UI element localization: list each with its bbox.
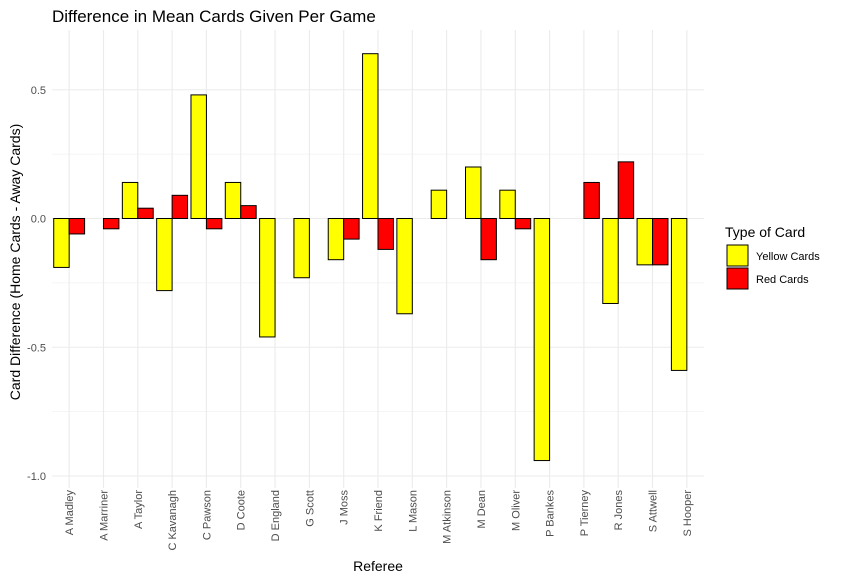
bar-red-cards (171, 194, 189, 220)
x-axis-label: Referee (353, 558, 403, 574)
bar-yellow-cards (499, 189, 516, 219)
bar-red-cards (514, 218, 532, 230)
bar-red-cards (480, 218, 497, 261)
legend-key (726, 267, 749, 290)
bar-yellow-cards (156, 218, 173, 292)
legend-key (726, 244, 749, 267)
y-tick-labels: -1.0 -0.5 0.0 0.5 (27, 85, 46, 483)
x-tick-label: J Moss (339, 490, 351, 525)
x-tick-label: C Kavanagh (167, 490, 179, 551)
bar-yellow-cards (533, 218, 551, 462)
legend-label: Yellow Cards (756, 251, 820, 263)
y-tick-label: 0.5 (31, 85, 46, 97)
bar-red-cards (652, 218, 669, 266)
x-tick-label: M Oliver (510, 490, 522, 531)
x-tick-label: D England (270, 490, 282, 541)
x-tick-label: P Bankes (545, 490, 557, 537)
x-tick-label: S Hooper (682, 490, 694, 537)
bar-yellow-cards (190, 94, 207, 219)
bar-red-cards (343, 218, 360, 240)
bar-yellow-cards (53, 218, 70, 268)
bar-yellow-cards (362, 53, 379, 220)
x-tick-label: K Friend (373, 490, 385, 532)
bar-red-cards (377, 218, 394, 250)
x-tick-label: P Tierney (579, 490, 591, 537)
legend-label: Red Cards (756, 274, 809, 286)
bar-yellow-cards (293, 218, 310, 279)
x-tick-label: D Coote (236, 490, 248, 530)
bar-yellow-cards (465, 166, 482, 219)
bar-yellow-cards (259, 218, 276, 338)
bar-yellow-cards (602, 218, 619, 304)
x-tick-label: C Pawson (201, 490, 213, 540)
x-tick-label: M Dean (476, 490, 488, 529)
legend-title: Type of Card (725, 224, 805, 240)
y-tick-label: -1.0 (27, 471, 46, 483)
bar-yellow-cards (327, 218, 345, 261)
x-tick-labels: A Madley A Marriner A Taylor C Kavanagh C Pa… (64, 490, 694, 551)
chart-title: Difference in Mean Cards Given Per Game (52, 7, 376, 26)
bar-red-cards (205, 218, 223, 230)
bars (53, 53, 688, 462)
y-tick-label: 0.0 (31, 214, 46, 226)
bar-red-cards (137, 207, 154, 219)
legend: Type of Card Yellow Cards Red Cards (725, 224, 820, 290)
x-tick-label: M Atkinson (442, 490, 454, 544)
x-tick-label: A Madley (64, 490, 76, 536)
bar-yellow-cards (121, 181, 139, 219)
bar-yellow-cards (670, 218, 688, 371)
bar-yellow-cards (430, 189, 448, 219)
x-tick-label: R Jones (613, 490, 625, 531)
bar-yellow-cards (396, 218, 413, 315)
bar-red-cards (240, 205, 257, 220)
bar-yellow-cards (636, 218, 654, 266)
x-tick-label: L Mason (407, 490, 419, 532)
y-axis-label: Card Difference (Home Cards - Away Cards… (7, 124, 23, 400)
bar-red-cards (102, 218, 120, 230)
x-tick-label: G Scott (304, 490, 316, 527)
x-tick-label: S Attwell (648, 490, 660, 532)
bar-red-cards (617, 161, 635, 220)
y-tick-label: -0.5 (27, 342, 46, 354)
bar-red-cards (68, 218, 86, 235)
bar-red-cards (583, 181, 600, 219)
x-tick-label: A Taylor (133, 490, 145, 529)
x-tick-label: A Marriner (98, 490, 110, 541)
bar-yellow-cards (224, 181, 242, 219)
legend-items: Yellow Cards Red Cards (726, 244, 820, 290)
